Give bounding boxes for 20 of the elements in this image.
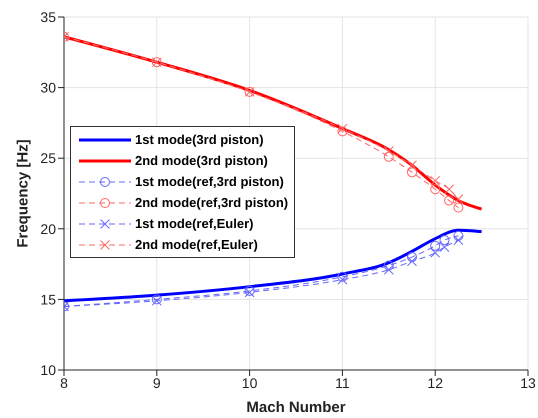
y-tick-label: 35 [40, 8, 56, 25]
y-axis-title: Frequency [Hz] [14, 139, 32, 248]
legend-label: 1st mode(ref,Euler) [135, 216, 254, 231]
legend-label: 2nd mode(3rd piston) [135, 153, 268, 168]
x-tick-label: 12 [427, 374, 444, 391]
y-tick-label: 10 [40, 362, 56, 378]
x-tick-label: 11 [335, 374, 350, 391]
legend-label: 2nd mode(ref,Euler) [135, 237, 258, 252]
legend-label: 1st mode(3rd piston) [135, 132, 264, 147]
legend-label: 2nd mode(ref,3rd piston) [135, 195, 288, 210]
y-tick-label: 20 [40, 220, 56, 237]
x-tick-label: 9 [152, 374, 161, 391]
x-tick-label: 8 [60, 374, 68, 391]
x-axis-title: Mach Number [246, 399, 346, 416]
x-tick-label: 10 [242, 374, 258, 391]
y-tick-label: 30 [40, 80, 56, 96]
x-tick-label: 13 [520, 374, 536, 391]
y-tick-label: 15 [40, 291, 56, 308]
legend-label: 1st mode(ref,3rd piston) [135, 174, 284, 189]
y-tick-label: 25 [40, 150, 56, 166]
